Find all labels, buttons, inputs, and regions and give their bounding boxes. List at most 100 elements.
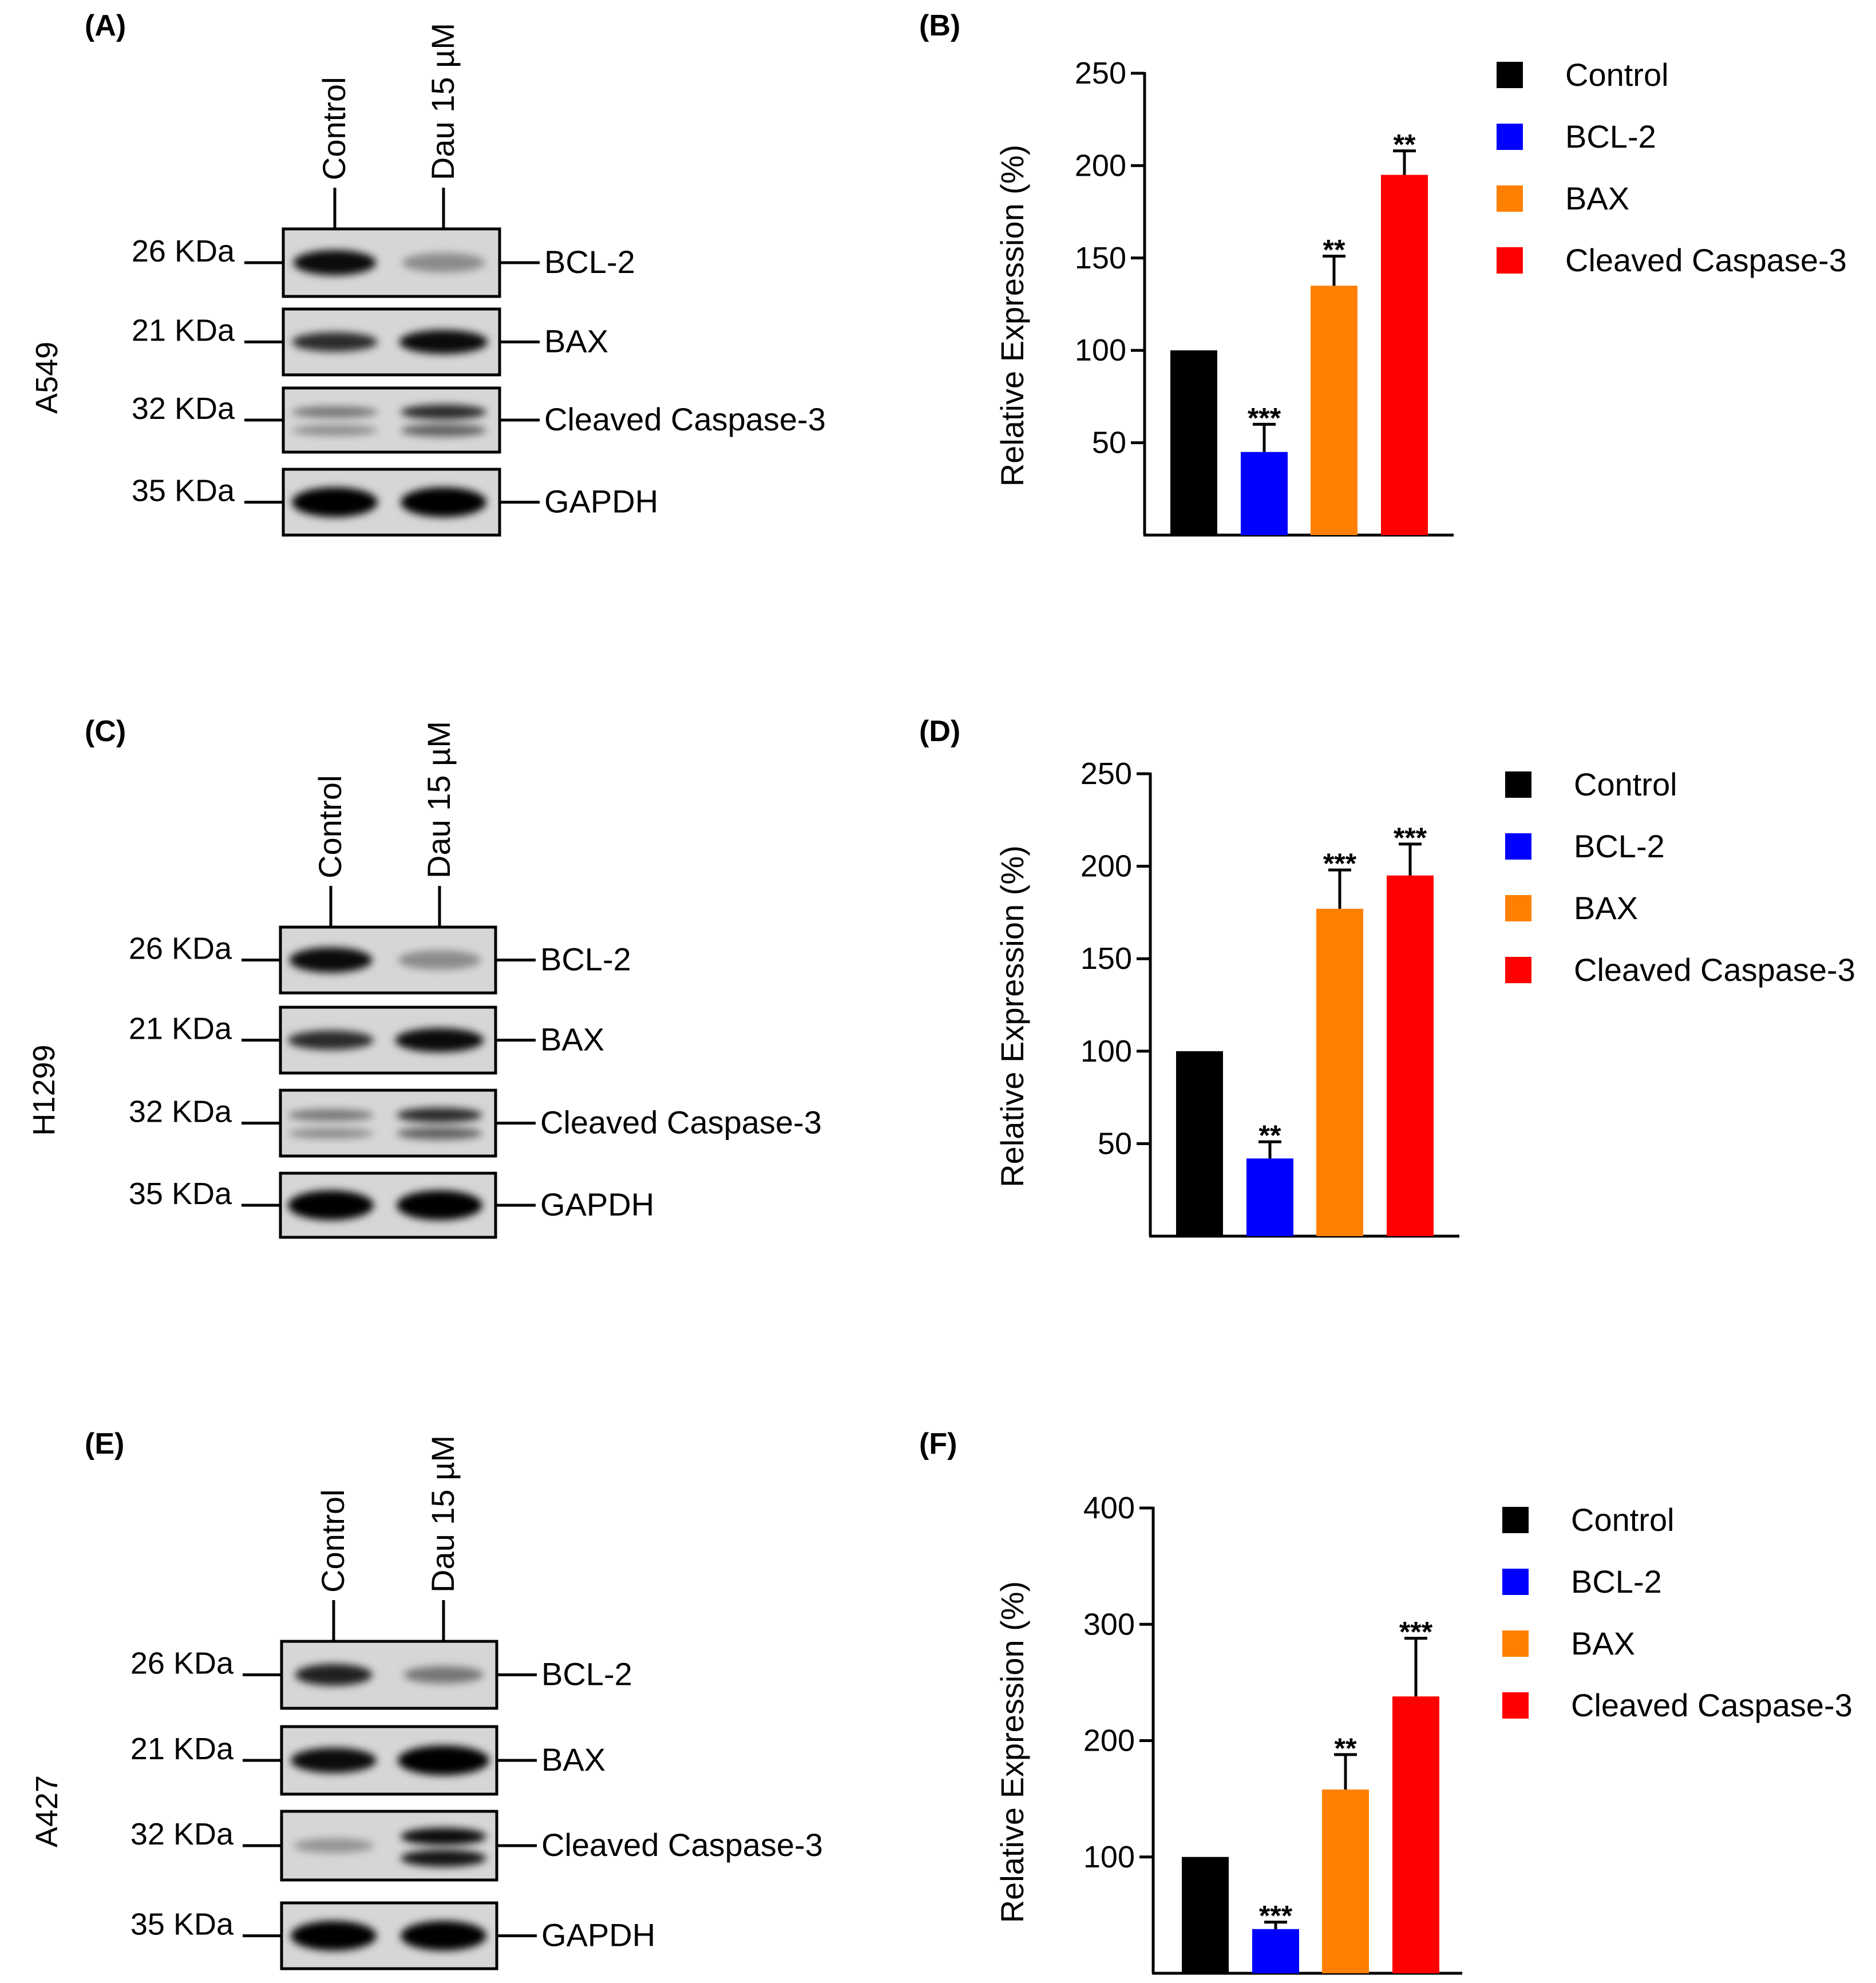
protein-label: Cleaved Caspase-3 [544, 401, 826, 437]
cell-line-label: A427 [30, 1775, 64, 1847]
molecular-weight-label: 32 KDa [129, 1095, 232, 1129]
y-tick-label: 100 [1083, 1840, 1135, 1874]
blot-band [401, 1850, 486, 1867]
molecular-weight-label: 21 KDa [132, 314, 235, 348]
legend-swatch [1497, 62, 1523, 88]
legend-swatch [1505, 833, 1531, 860]
blot-band [288, 1190, 374, 1220]
blot-band [403, 1666, 484, 1684]
bar-control [1170, 350, 1217, 535]
molecular-weight-label: 32 KDa [132, 391, 235, 426]
blot-band [288, 1128, 374, 1139]
significance-label: *** [1323, 848, 1357, 880]
legend-swatch [1505, 771, 1531, 798]
molecular-weight-label: 21 KDa [129, 1012, 232, 1046]
molecular-weight-label: 35 KDa [130, 1907, 234, 1942]
legend-label: Control [1565, 57, 1669, 93]
legend-swatch [1502, 1630, 1529, 1657]
blot-band [295, 1664, 373, 1686]
y-tick-label: 50 [1098, 1126, 1132, 1161]
chart-panel-2: (F) 100 200 300 400 Relative Expression (%) **… [919, 1427, 1853, 1975]
legend-label: BAX [1565, 180, 1629, 216]
legend-label: Cleaved Caspase-3 [1571, 1687, 1853, 1723]
panel-letter: (F) [919, 1427, 957, 1460]
blot-panel-a427: (E) A427 Control Dau 15 µM 26 KDa BCL-2 21 KDa… [30, 1427, 823, 1970]
legend-swatch [1505, 957, 1531, 983]
significance-label: ** [1259, 1119, 1281, 1151]
legend-label: BCL-2 [1565, 118, 1656, 155]
legend-swatch [1502, 1692, 1529, 1719]
blot-band [401, 405, 486, 419]
legend-swatch [1502, 1569, 1529, 1595]
significance-label: ** [1323, 234, 1345, 266]
blot-band [288, 1109, 374, 1121]
y-tick-label: 200 [1081, 849, 1132, 884]
molecular-weight-label: 35 KDa [132, 474, 235, 508]
bar-bcl-2 [1246, 1158, 1293, 1236]
blot-band [401, 1828, 486, 1845]
legend-label: BCL-2 [1574, 828, 1665, 864]
blot-band [397, 1107, 482, 1123]
significance-label: ** [1335, 1732, 1357, 1764]
bar-bcl-2 [1241, 452, 1288, 535]
lane-label: Control [316, 77, 352, 180]
protein-label: GAPDH [540, 1186, 654, 1222]
y-tick-label: 400 [1083, 1491, 1135, 1525]
y-axis-title: Relative Expression (%) [994, 145, 1030, 487]
bar-bax [1311, 286, 1357, 535]
bar-bax [1322, 1789, 1369, 1973]
blot-band [399, 330, 488, 354]
blot-band [291, 1748, 377, 1773]
protein-label: BAX [544, 323, 608, 359]
panel-letter: (E) [85, 1427, 124, 1460]
molecular-weight-label: 26 KDa [129, 932, 232, 966]
bar-cleaved-caspase-3 [1392, 1696, 1439, 1973]
molecular-weight-label: 26 KDa [132, 234, 235, 268]
y-tick-label: 50 [1092, 426, 1126, 460]
panel-letter: (D) [919, 715, 960, 748]
bar-cleaved-caspase-3 [1387, 875, 1434, 1236]
blot-band [401, 424, 486, 437]
blot-strip [282, 386, 501, 454]
bar-chart-panels: (B) 50 100 150 200 250 Relative Expression (%)… [919, 9, 1855, 1975]
legend-label: BAX [1574, 890, 1638, 926]
cell-line-label: H1299 [27, 1044, 61, 1135]
lane-label: Dau 15 µM [425, 1435, 461, 1593]
blot-band [292, 487, 378, 517]
blot-band [402, 253, 485, 272]
blot-band [288, 1030, 374, 1050]
protein-label: BCL-2 [541, 1656, 632, 1692]
blot-strip [279, 1089, 497, 1158]
y-tick-label: 200 [1083, 1724, 1135, 1758]
y-tick-label: 300 [1083, 1607, 1135, 1641]
protein-label: BCL-2 [544, 244, 635, 280]
protein-label: Cleaved Caspase-3 [541, 1827, 823, 1863]
significance-label: *** [1248, 402, 1281, 434]
blot-panel-a549: (A) A549 Control Dau 15 µM 26 KDa BCL-2 21 KDa… [30, 9, 826, 537]
chart-panel-0: (B) 50 100 150 200 250 Relative Expression (%)… [919, 9, 1847, 537]
protein-label: GAPDH [541, 1917, 655, 1953]
lane-label: Dau 15 µM [425, 23, 461, 180]
legend-swatch [1502, 1507, 1529, 1533]
legend-label: BCL-2 [1571, 1564, 1662, 1600]
legend-label: Cleaved Caspase-3 [1574, 952, 1855, 988]
legend-label: Cleaved Caspase-3 [1565, 242, 1847, 278]
significance-label: *** [1394, 822, 1427, 854]
blot-band [401, 1921, 486, 1951]
y-tick-label: 100 [1075, 333, 1126, 367]
blot-band [294, 1838, 374, 1853]
legend-swatch [1497, 247, 1523, 274]
molecular-weight-label: 35 KDa [129, 1177, 232, 1211]
y-tick-label: 250 [1075, 56, 1126, 90]
significance-label: *** [1399, 1616, 1433, 1648]
bar-control [1176, 1051, 1223, 1236]
protein-label: GAPDH [544, 484, 658, 520]
legend-swatch [1497, 185, 1523, 212]
blot-panel-h1299: (C) H1299 Control Dau 15 µM 26 KDa BCL-2 21 KD… [27, 715, 822, 1239]
significance-label: ** [1394, 129, 1416, 161]
molecular-weight-label: 26 KDa [130, 1646, 234, 1681]
y-tick-label: 100 [1081, 1034, 1132, 1068]
western-blot-panels: (A) A549 Control Dau 15 µM 26 KDa BCL-2 21 KDa… [27, 9, 826, 1970]
protein-label: BAX [540, 1022, 604, 1058]
